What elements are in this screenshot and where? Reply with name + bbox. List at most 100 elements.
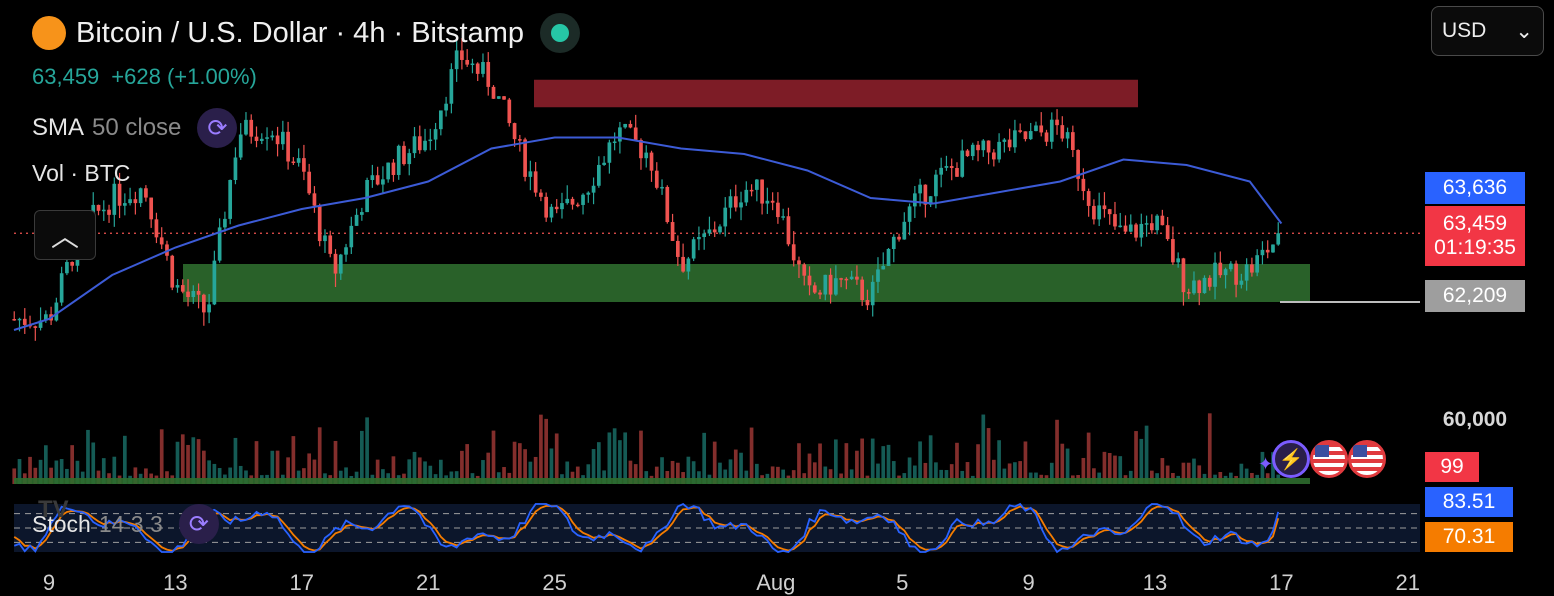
candle-body: [391, 162, 396, 175]
candle-body: [849, 276, 854, 280]
candle-body: [286, 131, 290, 162]
volume-bar: [633, 464, 638, 484]
axis-layer: 9 13 17 21 25 Aug 5 9 13 17 21: [43, 570, 1420, 595]
candle-body: [1076, 150, 1080, 179]
volume-bar: [939, 469, 944, 484]
volume-bar: [1260, 451, 1265, 484]
us-flag-icon[interactable]: [1348, 440, 1386, 478]
candle-body: [1276, 233, 1281, 245]
x-tick-label: 17: [1269, 570, 1293, 595]
candle-body: [149, 197, 154, 220]
volume-bar: [596, 442, 601, 484]
volume-bar: [486, 452, 491, 484]
volume-bar: [876, 463, 880, 484]
candle-body: [828, 274, 833, 295]
candle-body: [760, 179, 764, 204]
candle-body: [423, 140, 427, 151]
volume-bar: [986, 428, 991, 484]
volume-bar: [523, 449, 527, 484]
stoch-legend[interactable]: Stoch 14 3 3 ⟳: [32, 504, 219, 544]
volume-bar: [691, 461, 696, 484]
candle-body: [1081, 178, 1086, 192]
candle-body: [607, 142, 612, 163]
volume-bar: [317, 427, 322, 484]
volume-bar: [812, 462, 817, 484]
candle-body: [765, 200, 770, 204]
volume-bar: [807, 453, 812, 484]
volume-bar: [565, 461, 570, 484]
candle-body: [207, 304, 211, 313]
candle-body: [317, 205, 322, 242]
candle-body: [1155, 215, 1159, 231]
volume-bar: [776, 466, 780, 484]
candle-body: [802, 264, 807, 276]
candle-body: [612, 141, 617, 143]
volume-bar: [1055, 419, 1059, 484]
candle-body: [881, 265, 886, 270]
chart-title-row: Bitcoin / U.S. Dollar · 4h · Bitstamp: [32, 13, 581, 53]
volume-bar: [423, 461, 427, 484]
chevron-up-icon: ︿: [50, 221, 79, 252]
volume-bar: [549, 448, 554, 484]
candle-body: [1165, 225, 1170, 240]
candle-body: [338, 254, 343, 274]
candle-body: [254, 136, 259, 141]
sma-line: [13, 136, 1283, 331]
volume-bar: [59, 459, 64, 484]
volume-bar: [718, 462, 722, 484]
volume-bar: [1244, 468, 1249, 484]
candle-body: [1102, 205, 1107, 210]
last-price-tag: 63,459 01:19:35: [1425, 206, 1525, 266]
sma-legend[interactable]: SMA 50 close ⟳: [32, 108, 238, 148]
collapse-legend-button[interactable]: ︿: [34, 210, 96, 260]
candle-body: [776, 202, 780, 218]
volume-bar: [391, 456, 396, 484]
candle-body: [1160, 215, 1165, 226]
candle-body: [855, 276, 859, 280]
candle-body: [465, 59, 470, 65]
volume-bar: [723, 469, 728, 484]
volume-bar: [949, 464, 954, 484]
x-tick-label: 21: [416, 570, 440, 595]
candle-body: [1192, 280, 1196, 294]
candle-body: [949, 166, 954, 169]
candle-body: [328, 235, 333, 254]
market-status-icon[interactable]: [540, 13, 581, 53]
volume-bar: [381, 469, 385, 484]
candle-body: [233, 157, 238, 181]
stoch-d-line: [13, 504, 1280, 552]
candle-body: [544, 196, 549, 218]
volume-bar: [1092, 468, 1096, 484]
volume-bar: [1086, 432, 1091, 484]
price-row: 63,459 +628 (+1.00%): [32, 64, 269, 90]
volume-bar: [38, 459, 43, 484]
candle-body: [212, 260, 217, 305]
volume-bar: [217, 468, 222, 484]
candle-body: [560, 203, 564, 210]
candle-body: [691, 239, 696, 259]
stoch-k-line: [13, 502, 1280, 554]
volume-bar: [818, 443, 822, 484]
volume-legend[interactable]: Vol · BTC: [32, 160, 130, 187]
volume-bar: [512, 441, 517, 484]
candle-body: [549, 206, 554, 218]
volume-bar: [54, 460, 59, 484]
volume-bar: [849, 469, 854, 484]
refresh-icon[interactable]: ⟳: [197, 108, 238, 148]
us-flag-icon[interactable]: [1310, 440, 1348, 478]
candle-body: [870, 281, 875, 306]
candle-body: [138, 188, 143, 204]
volume-bar: [233, 437, 238, 484]
volume-bar: [254, 441, 259, 484]
x-tick-label: 21: [1396, 570, 1420, 595]
candle-body: [65, 262, 69, 274]
refresh-icon[interactable]: ⟳: [178, 504, 219, 544]
stoch-d-tag: 70.31: [1425, 522, 1513, 552]
lightning-icon[interactable]: ⚡: [1272, 440, 1310, 478]
candle-body: [660, 186, 664, 189]
bitcoin-logo-icon: [32, 16, 66, 50]
volume-bar: [749, 427, 754, 484]
currency-select[interactable]: USD ⌄: [1431, 6, 1544, 56]
volume-bar: [1144, 425, 1149, 484]
